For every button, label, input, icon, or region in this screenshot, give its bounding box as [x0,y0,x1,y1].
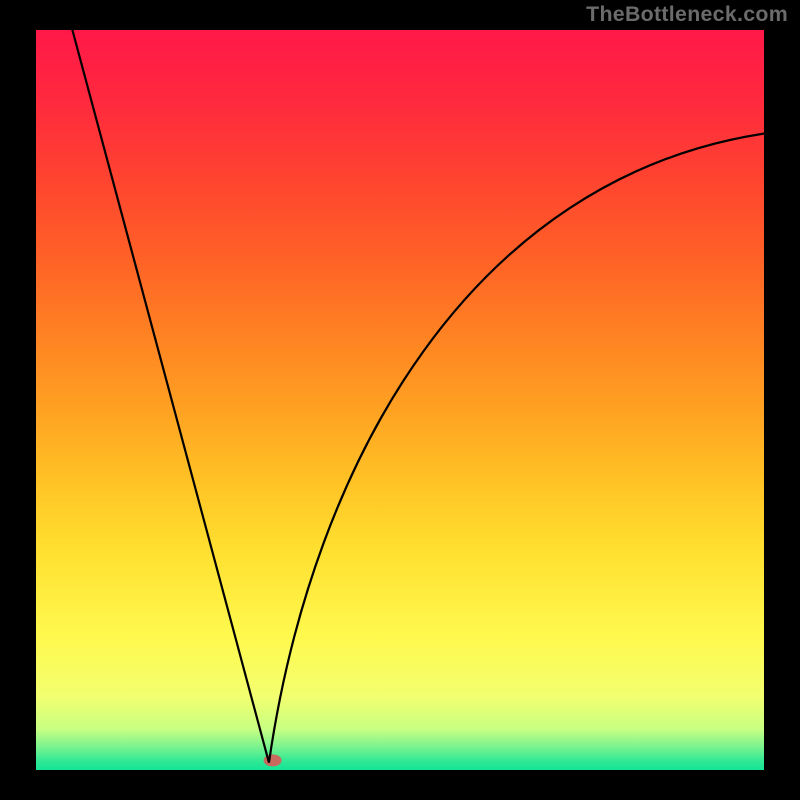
bottleneck-chart [0,0,800,800]
plot-area [36,30,764,770]
gradient-background [36,30,764,770]
chart-stage: TheBottleneck.com [0,0,800,800]
watermark-text: TheBottleneck.com [586,2,788,27]
